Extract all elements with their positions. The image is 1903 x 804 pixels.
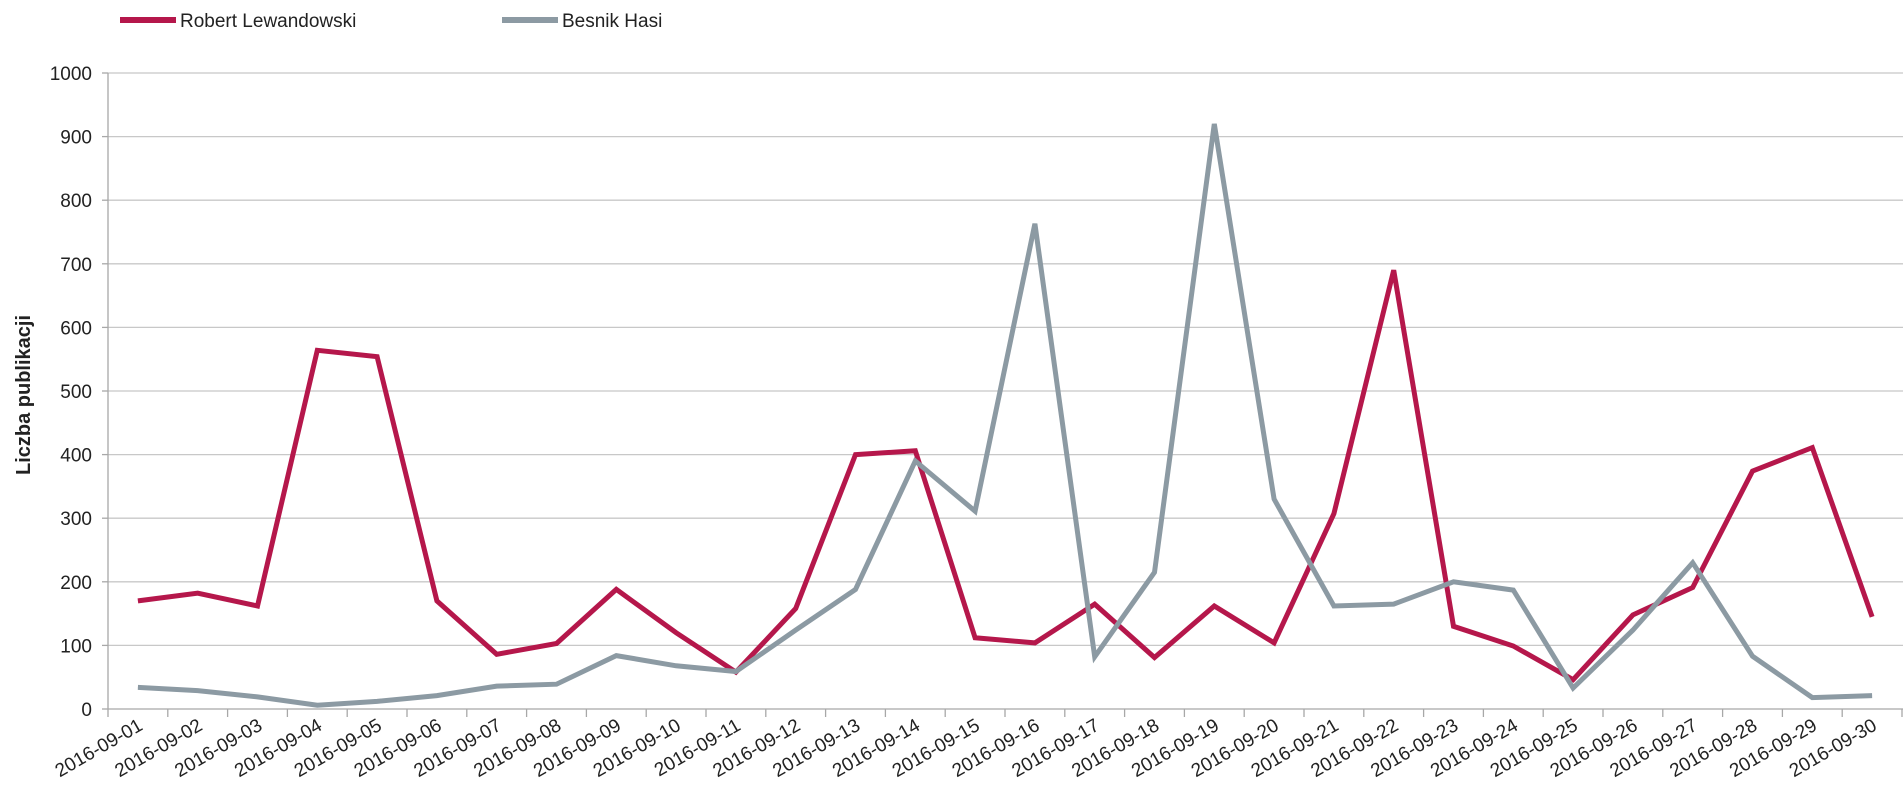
grid-lines (108, 72, 1903, 647)
legend: Robert Lewandowski Besnik Hasi (120, 11, 662, 32)
series-lines (137, 123, 1875, 708)
y-tick-label: 0 (81, 700, 92, 721)
y-tick-label: 100 (60, 636, 92, 657)
y-tick-label: 400 (60, 446, 92, 467)
y-axis: 0 100 200 300 400 500 600 700 800 900 1000 (50, 64, 109, 721)
y-tick-label: 1000 (50, 64, 92, 85)
y-tick-label: 800 (60, 191, 92, 212)
y-tick-label: 600 (60, 318, 92, 339)
y-tick-label: 300 (60, 509, 92, 530)
y-tick-label: 900 (60, 128, 92, 149)
legend-label: Robert Lewandowski (180, 11, 356, 32)
y-tick-label: 200 (60, 573, 92, 594)
legend-label: Besnik Hasi (562, 11, 662, 32)
y-axis-title: Liczba publikacji (13, 315, 35, 475)
y-tick-label: 500 (60, 382, 92, 403)
y-tick-label: 700 (60, 255, 92, 276)
series-line-besnik-hasi (137, 123, 1873, 708)
x-axis: 2016-09-012016-09-022016-09-032016-09-04… (52, 708, 1903, 782)
series-line-robert-lewandowski (137, 269, 1875, 683)
